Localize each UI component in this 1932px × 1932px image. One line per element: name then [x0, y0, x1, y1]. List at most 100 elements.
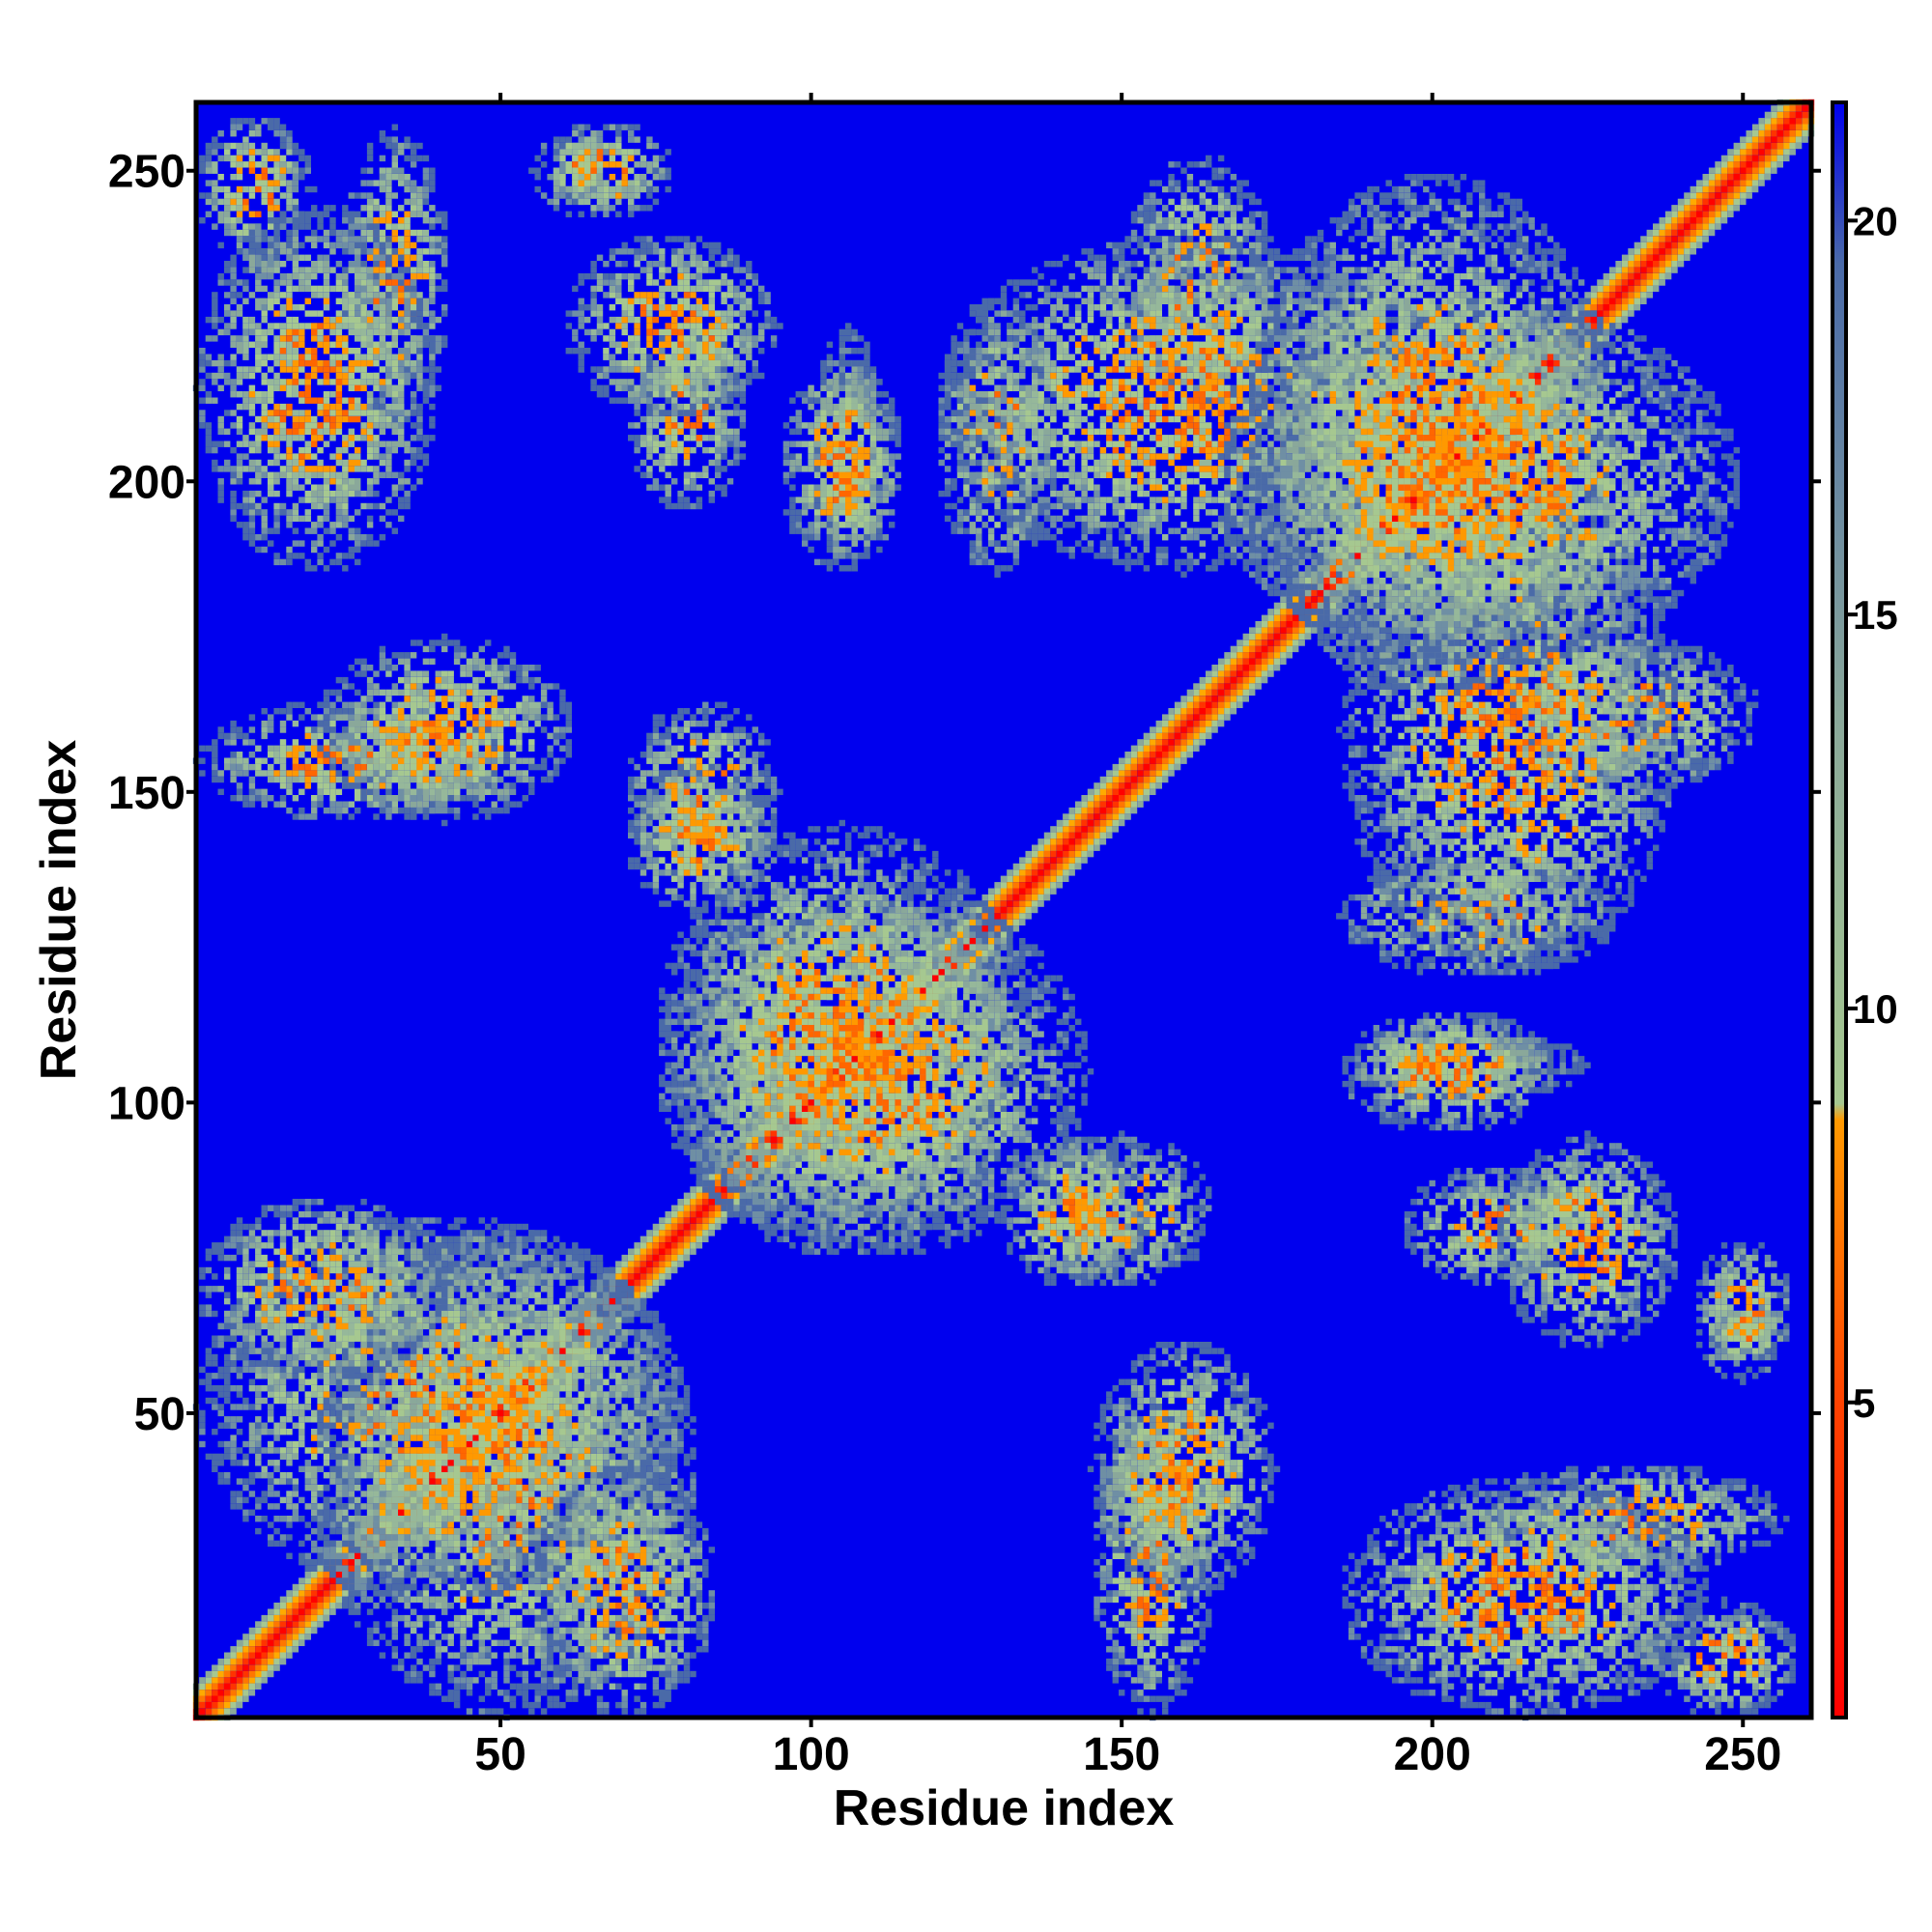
- heatmap-cell: [1696, 1553, 1702, 1559]
- heatmap-cell: [1615, 292, 1621, 298]
- heatmap-cell: [1647, 255, 1653, 261]
- heatmap-cell: [1430, 1224, 1435, 1230]
- heatmap-cell: [1466, 1255, 1472, 1261]
- heatmap-cell: [640, 460, 646, 466]
- heatmap-cell: [677, 503, 683, 509]
- heatmap-cell: [392, 416, 398, 422]
- heatmap-cell: [1660, 279, 1665, 285]
- heatmap-cell: [1243, 634, 1249, 639]
- heatmap-cell: [1615, 1547, 1621, 1552]
- heatmap-cell: [416, 1521, 422, 1527]
- heatmap-cell: [249, 161, 255, 167]
- heatmap-cell: [1156, 764, 1162, 770]
- heatmap-cell: [1293, 646, 1298, 652]
- heatmap-cell: [373, 298, 379, 304]
- heatmap-cell: [690, 1224, 696, 1230]
- heatmap-cell: [237, 217, 242, 223]
- heatmap-cell: [1200, 733, 1206, 739]
- heatmap-cell: [1236, 677, 1242, 683]
- heatmap-cell: [1187, 690, 1193, 696]
- heatmap-cell: [653, 441, 659, 447]
- heatmap-cell: [1734, 199, 1740, 205]
- heatmap-cell: [1448, 1224, 1454, 1230]
- heatmap-cell: [224, 1708, 230, 1714]
- heatmap-cell: [1019, 864, 1025, 869]
- heatmap-cell: [1709, 217, 1715, 223]
- heatmap-cell: [733, 404, 739, 410]
- heatmap-cell: [218, 212, 224, 217]
- heatmap-cell: [1634, 298, 1640, 304]
- heatmap-cell: [1050, 876, 1056, 882]
- heatmap-cell: [646, 1236, 652, 1242]
- heatmap-cell: [1106, 795, 1112, 801]
- heatmap-cell: [367, 149, 373, 155]
- heatmap-cell: [1063, 864, 1068, 869]
- heatmap-cell: [237, 143, 242, 149]
- heatmap-cell: [945, 956, 951, 962]
- heatmap-cell: [659, 1249, 665, 1255]
- heatmap-cell: [746, 1130, 752, 1136]
- heatmap-cell: [423, 156, 429, 161]
- heatmap-cell: [982, 913, 988, 919]
- heatmap-cell: [1293, 627, 1298, 633]
- heatmap-cell: [702, 1206, 708, 1211]
- heatmap-cell: [696, 416, 702, 422]
- heatmap-cell: [690, 435, 696, 440]
- heatmap-cell: [249, 156, 255, 161]
- heatmap-cell: [342, 1559, 348, 1565]
- heatmap-cell: [404, 242, 410, 248]
- heatmap-cell: [994, 907, 1000, 913]
- heatmap-cell: [329, 1584, 335, 1590]
- heatmap-cell: [1734, 1615, 1740, 1621]
- heatmap-cell: [1752, 1317, 1758, 1322]
- heatmap-cell: [1492, 1255, 1497, 1261]
- heatmap-cell: [994, 882, 1000, 888]
- heatmap-cell: [293, 161, 298, 167]
- heatmap-cell: [653, 1267, 659, 1273]
- heatmap-cell: [715, 1224, 721, 1230]
- heatmap-cell: [280, 192, 286, 198]
- heatmap-cell: [559, 136, 565, 142]
- heatmap-cell: [218, 143, 224, 149]
- heatmap-cell: [814, 497, 820, 502]
- heatmap-cell: [976, 951, 981, 956]
- heatmap-cell: [262, 1677, 268, 1683]
- heatmap-cell: [1740, 1615, 1746, 1621]
- heatmap-cell: [268, 192, 273, 198]
- heatmap-cell: [1405, 1094, 1410, 1099]
- heatmap-cell: [1193, 683, 1199, 689]
- heatmap-cell: [242, 1696, 248, 1702]
- heatmap-cell: [1758, 136, 1764, 142]
- heatmap-cell: [1528, 1174, 1534, 1179]
- heatmap-cell: [423, 180, 429, 185]
- heatmap-cell: [1771, 1696, 1776, 1702]
- heatmap-cell: [1224, 677, 1230, 683]
- heatmap-cell: [590, 186, 596, 192]
- heatmap-cell: [702, 1217, 708, 1223]
- heatmap-cell: [1410, 503, 1416, 509]
- heatmap-cell: [311, 1621, 317, 1627]
- heatmap-cell: [1044, 857, 1050, 863]
- heatmap-cell: [1113, 808, 1119, 813]
- heatmap-cell: [1497, 1516, 1503, 1521]
- heatmap-cell: [696, 497, 702, 502]
- heatmap-cell: [1106, 813, 1112, 819]
- heatmap-cell: [1734, 156, 1740, 161]
- heatmap-cell: [1734, 149, 1740, 155]
- heatmap-cell: [355, 286, 360, 292]
- heatmap-cell: [1504, 1193, 1510, 1199]
- heatmap-cell: [1032, 864, 1037, 869]
- heatmap-cell: [1727, 205, 1733, 211]
- heatmap-cell: [392, 279, 398, 285]
- heatmap-cell: [1572, 310, 1577, 316]
- heatmap-cell: [311, 1603, 317, 1608]
- heatmap-cell: [1088, 851, 1094, 857]
- heatmap-cell: [262, 1646, 268, 1652]
- heatmap-cell: [268, 1640, 273, 1646]
- heatmap-cell: [1001, 882, 1007, 888]
- heatmap-cell: [1517, 1273, 1522, 1279]
- heatmap-cell: [1168, 708, 1174, 714]
- heatmap-cell: [392, 192, 398, 198]
- heatmap-cell: [1796, 118, 1802, 124]
- heatmap-cell: [1684, 1615, 1690, 1621]
